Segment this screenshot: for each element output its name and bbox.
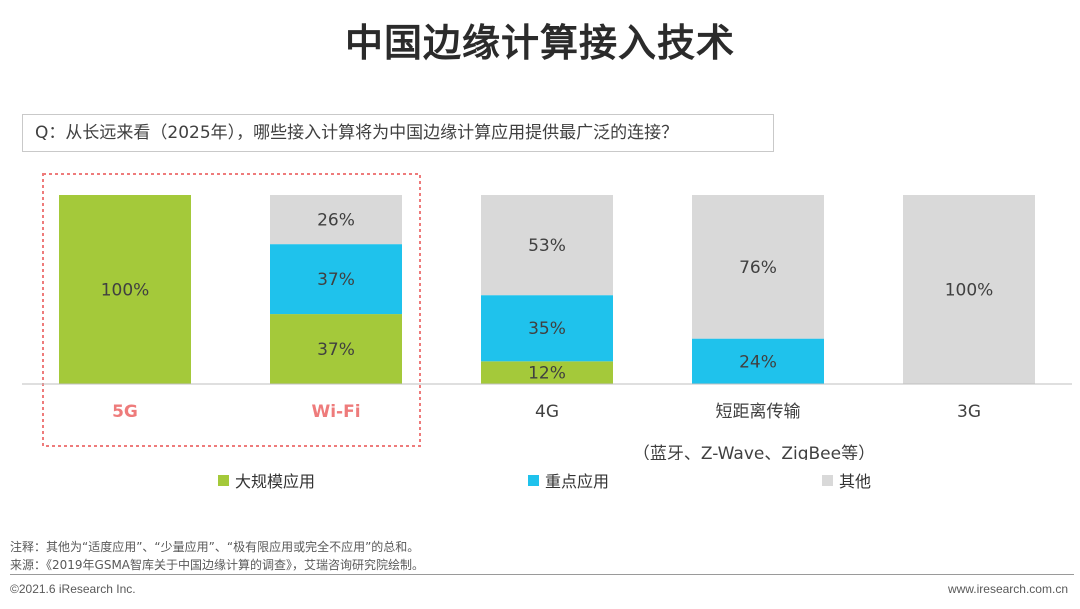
- data-label: 76%: [739, 258, 777, 278]
- category-label: 4G: [535, 402, 559, 422]
- footer-copyright: ©2021.6 iResearch Inc.: [10, 582, 136, 596]
- legend-swatch-large-scale: [218, 474, 229, 486]
- bar-segment: [270, 195, 402, 245]
- legend-label-large-scale: 大规模应用: [235, 472, 316, 491]
- data-label: 12%: [528, 364, 566, 384]
- data-label: 37%: [317, 340, 355, 360]
- data-label: 35%: [528, 319, 566, 339]
- legend-item-other: 其他: [822, 468, 871, 492]
- data-label: 26%: [317, 211, 355, 231]
- category-label: Wi-Fi: [311, 402, 360, 422]
- page-title: 中国边缘计算接入技术: [344, 21, 735, 65]
- data-label: 100%: [101, 281, 150, 301]
- data-label: 100%: [945, 281, 994, 301]
- bar-segment: [481, 195, 613, 296]
- category-label: 5G: [112, 402, 138, 422]
- bar-segment: [903, 195, 1035, 384]
- legend-swatch-key: [528, 474, 539, 486]
- highlight-box: [42, 173, 421, 447]
- bar-segment: [692, 338, 824, 384]
- bar-segment: [270, 244, 402, 315]
- bar-segment: [692, 195, 824, 339]
- legend-item-key: 重点应用: [528, 468, 609, 492]
- footnote-source: 来源：《2019年GSMA智库关于中国边缘计算的调查》，艾瑞咨询研究院绘制。: [10, 558, 425, 572]
- bar-segment: [59, 195, 191, 384]
- category-sublabel: （蓝牙、Z-Wave、ZigBee等）: [633, 444, 875, 460]
- legend-label-key: 重点应用: [545, 472, 610, 491]
- bar-segment: [270, 314, 402, 384]
- category-label: 3G: [957, 402, 981, 422]
- legend-item-large-scale: 大规模应用: [218, 468, 315, 492]
- stacked-bar-chart: 100% 5G 37% 37% 26% Wi-Fi 12% 35% 53% 4G 24% 76% 短距离…: [22, 173, 1072, 460]
- data-label: 24%: [739, 352, 777, 372]
- legend-swatch-other: [822, 474, 833, 486]
- footer-website-link[interactable]: www.iresearch.com.cn: [947, 582, 1068, 596]
- question-box: Q：从长远来看（2025年），哪些接入计算将为中国边缘计算应用提供最广泛的连接？: [22, 114, 774, 152]
- footer-divider: [10, 574, 1074, 575]
- legend-label-other: 其他: [839, 472, 872, 491]
- bar-segment: [481, 295, 613, 362]
- bar-segment: [481, 361, 613, 384]
- data-label: 37%: [317, 270, 355, 290]
- category-label: 短距离传输: [716, 402, 801, 422]
- data-label: 53%: [528, 236, 566, 256]
- footnote-note: 注释：其他为“适度应用”、“少量应用”、“极有限应用或完全不应用”的总和。: [10, 540, 420, 554]
- question-text: Q：从长远来看（2025年），哪些接入计算将为中国边缘计算应用提供最广泛的连接？: [35, 123, 679, 143]
